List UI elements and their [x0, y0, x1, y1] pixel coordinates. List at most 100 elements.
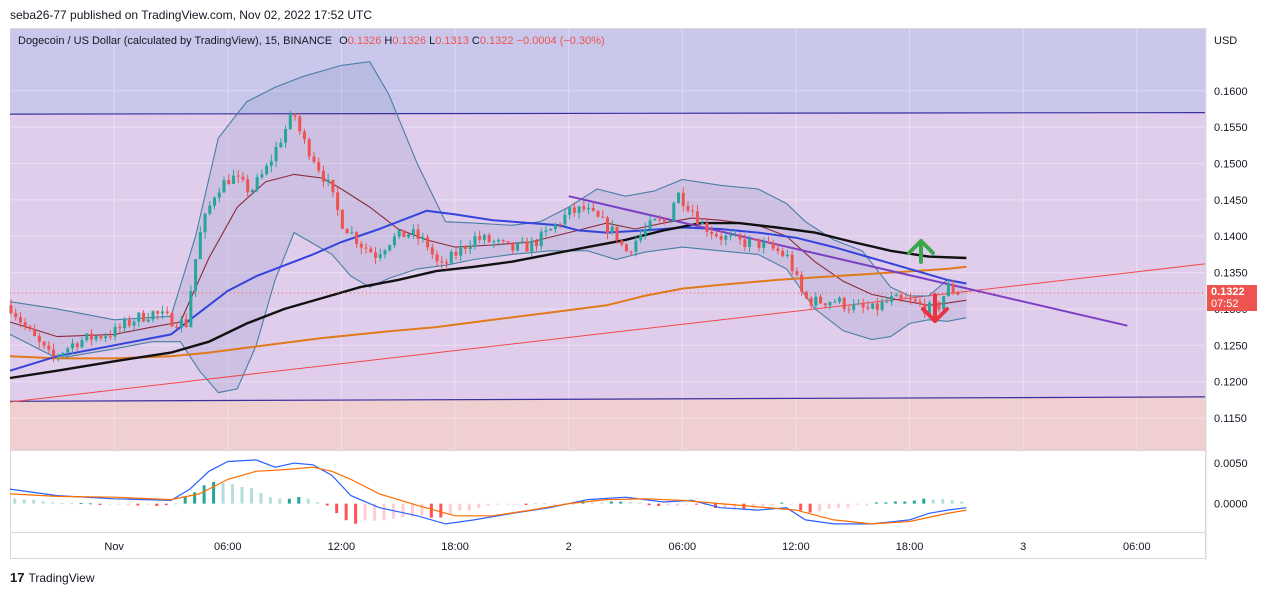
macd-histogram-bar — [590, 502, 594, 504]
candle-body — [478, 236, 482, 240]
candle-body — [388, 245, 392, 251]
candle-body — [880, 301, 884, 310]
candle-body — [539, 231, 543, 247]
macd-histogram-bar — [713, 503, 717, 508]
candle-body — [137, 312, 141, 322]
candle-body — [213, 197, 217, 206]
candle-body — [369, 248, 373, 253]
candle-body — [66, 348, 70, 353]
candle-body — [203, 213, 207, 233]
time-tick-label: 12:00 — [782, 541, 810, 553]
close-value: 0.1322 — [479, 35, 514, 47]
line-zone-top — [9, 112, 1206, 115]
candle-body — [236, 175, 240, 177]
candle-body — [847, 309, 851, 311]
candle-body — [28, 326, 32, 330]
candle-body — [246, 179, 250, 193]
candle-body — [596, 210, 600, 217]
macd-histogram-bar — [799, 503, 803, 511]
candle-body — [506, 241, 510, 243]
macd-histogram-bar — [231, 484, 235, 504]
candle-body — [591, 207, 595, 211]
candle-body — [776, 248, 780, 251]
line-ema-blue — [9, 209, 967, 372]
macd-histogram-bar — [335, 503, 339, 514]
candle-body — [648, 220, 652, 230]
candle-body — [785, 254, 789, 256]
macd-histogram-bar — [874, 502, 878, 504]
price-tick-label: 0.1200 — [1214, 377, 1248, 389]
candle-body — [85, 333, 89, 341]
candle-body — [293, 114, 297, 117]
candle-body — [392, 236, 396, 246]
candle-body — [184, 319, 188, 327]
candle-body — [861, 303, 865, 308]
line-trend-red — [9, 263, 1206, 403]
candle-body — [142, 312, 146, 322]
candle-body — [435, 254, 439, 262]
macd-tick-label: 0.0050 — [1214, 458, 1248, 470]
macd-histogram-bar — [420, 503, 424, 516]
macd-histogram-bar — [136, 503, 140, 506]
macd-histogram-bar — [60, 503, 64, 505]
candle-body — [208, 205, 212, 214]
candle-body — [894, 294, 898, 297]
candle-body — [421, 237, 425, 239]
candle-body — [440, 261, 444, 263]
time-tick-label: 18:00 — [896, 541, 924, 553]
candle-body — [397, 230, 401, 237]
candle-body — [402, 230, 406, 238]
candle-body — [667, 220, 671, 222]
change-value: −0.0004 (−0.30%) — [516, 35, 605, 47]
line-bb-lower — [9, 231, 967, 394]
macd-histogram-bar — [903, 501, 907, 504]
candle-body — [411, 229, 415, 235]
price-tick-label: 0.1250 — [1214, 340, 1248, 352]
candle-body — [231, 175, 235, 185]
macd-histogram-bar — [751, 503, 755, 508]
candle-body — [284, 129, 288, 143]
macd-histogram-bar — [363, 503, 367, 521]
macd-histogram-bar — [145, 503, 149, 505]
macd-histogram-bar — [761, 503, 765, 507]
candle-body — [705, 222, 709, 232]
candle-body — [113, 326, 117, 337]
macd-histogram-bar — [410, 503, 414, 517]
candle-body — [937, 302, 941, 310]
macd-histogram-bar — [931, 499, 935, 504]
candle-body — [374, 252, 378, 258]
symbol-label[interactable]: Dogecoin / US Dollar (calculated by Trad… — [18, 35, 333, 47]
candle-body — [809, 298, 813, 306]
tradingview-footer[interactable]: 17 TradingView — [10, 570, 95, 585]
candle-body — [899, 294, 903, 298]
macd-histogram-bar — [183, 496, 187, 504]
candle-body — [577, 206, 581, 213]
tradingview-brand: TradingView — [28, 570, 95, 585]
candle-body — [99, 336, 103, 339]
zone-lower — [10, 396, 1205, 450]
time-tick-label: 06:00 — [669, 541, 697, 553]
candle-body — [913, 299, 917, 302]
macd-histogram-bar — [306, 498, 310, 504]
line-trend-purple — [568, 195, 1128, 327]
candle-body — [658, 219, 662, 221]
zones-layer — [10, 29, 1205, 450]
time-tick-label: 06:00 — [214, 541, 242, 553]
macd-histogram-bar — [98, 503, 102, 505]
candle-body — [606, 217, 609, 234]
macd-histogram-bar — [552, 503, 556, 505]
candle-body — [842, 297, 846, 310]
line-ema-orange — [9, 265, 967, 360]
candle-body — [942, 296, 946, 310]
macd-histogram-bar — [770, 503, 774, 506]
macd-histogram-bar — [354, 503, 358, 524]
candle-body — [710, 231, 714, 234]
candles-layer — [9, 110, 960, 363]
candle-body — [194, 259, 198, 292]
price-tick-label: 0.1550 — [1214, 122, 1248, 134]
macd-histogram-bar — [268, 497, 272, 504]
macd-histogram-bar — [439, 503, 443, 518]
candle-body — [331, 179, 335, 193]
candle-body — [587, 207, 591, 210]
